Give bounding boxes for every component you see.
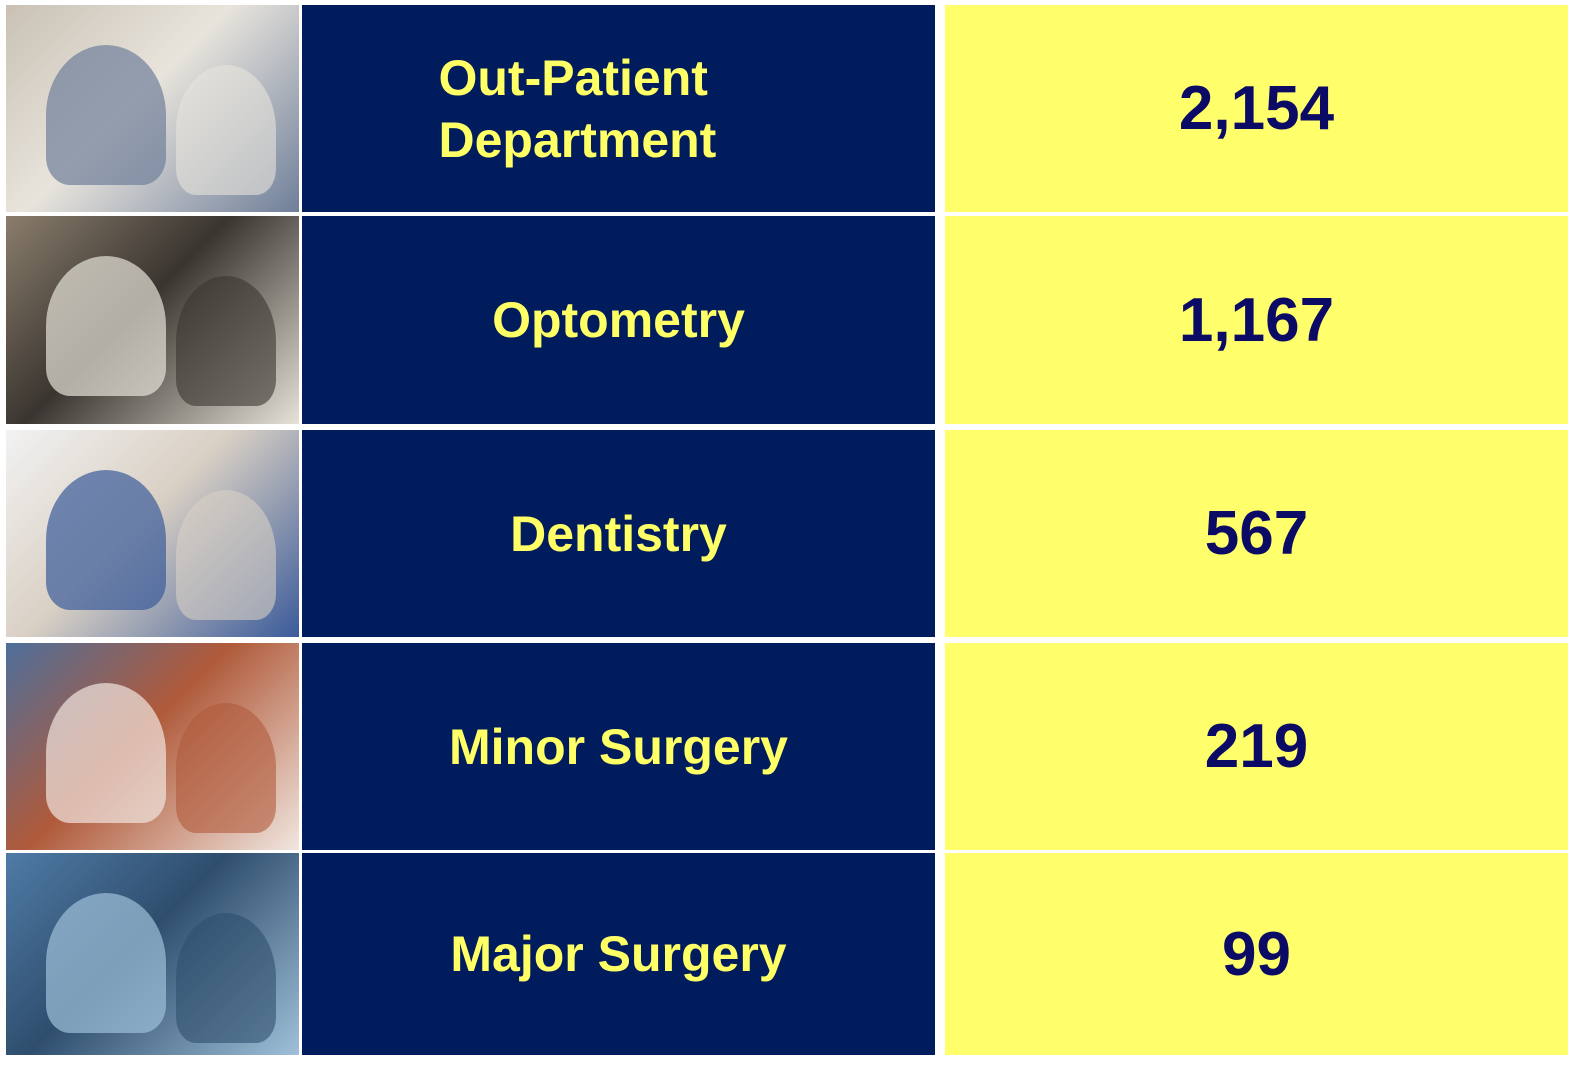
photo bbox=[6, 643, 299, 850]
department-cell: Optometry bbox=[302, 216, 935, 424]
department-name: Major Surgery bbox=[450, 926, 787, 982]
photo-shape bbox=[46, 893, 166, 1033]
patient-count: 219 bbox=[1204, 712, 1309, 781]
count-cell: 99 bbox=[945, 853, 1568, 1055]
photo-shape bbox=[176, 703, 276, 833]
department-name: Dentistry bbox=[510, 505, 727, 562]
photo-shape bbox=[46, 45, 166, 185]
photo-shape bbox=[176, 913, 276, 1043]
department-name: Out-Patient Department bbox=[438, 49, 717, 168]
department-cell: Dentistry bbox=[302, 430, 935, 637]
photo-shape bbox=[46, 683, 166, 823]
patient-count: 1,167 bbox=[1178, 285, 1335, 355]
department-cell: Minor Surgery bbox=[302, 643, 935, 850]
department-name: Minor Surgery bbox=[449, 718, 788, 775]
photo bbox=[6, 853, 299, 1055]
photo bbox=[6, 216, 299, 424]
photo-shape bbox=[176, 65, 276, 195]
photo-shape bbox=[46, 470, 166, 610]
photo-shape bbox=[176, 490, 276, 620]
patient-count: 99 bbox=[1222, 919, 1291, 989]
department-cell: Major Surgery bbox=[302, 853, 935, 1055]
photo bbox=[6, 5, 299, 212]
photo bbox=[6, 430, 299, 637]
photo-shape bbox=[46, 256, 166, 396]
photo-shape bbox=[176, 276, 276, 406]
patient-count: 567 bbox=[1204, 499, 1309, 568]
count-cell: 2,154 bbox=[945, 5, 1568, 212]
patient-count: 2,154 bbox=[1178, 74, 1335, 143]
count-cell: 1,167 bbox=[945, 216, 1568, 424]
count-cell: 567 bbox=[945, 430, 1568, 637]
count-cell: 219 bbox=[945, 643, 1568, 850]
department-cell: Out-Patient Department bbox=[302, 5, 935, 212]
department-name: Optometry bbox=[492, 292, 745, 348]
